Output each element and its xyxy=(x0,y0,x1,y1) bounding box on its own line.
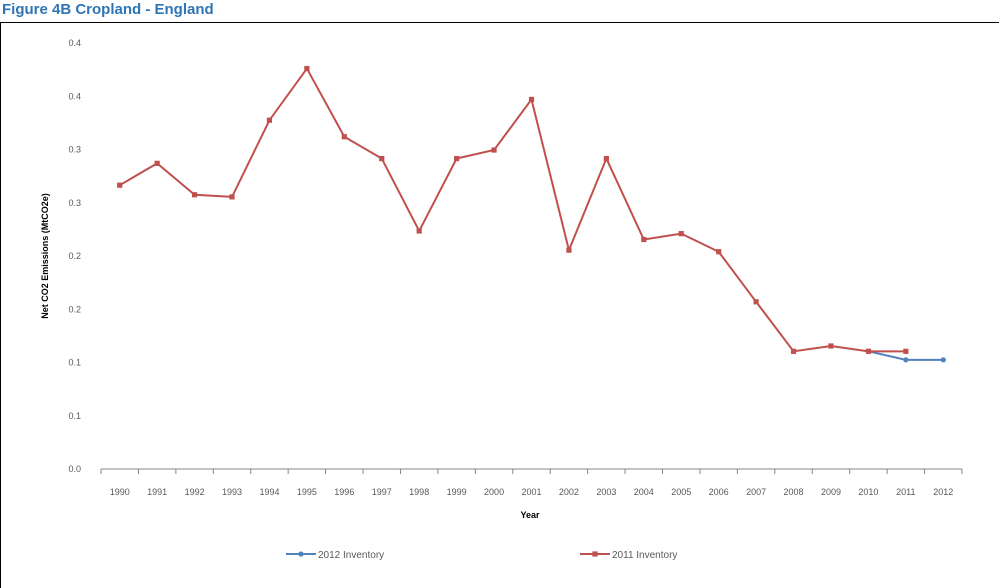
x-tick-label: 2005 xyxy=(671,487,691,497)
data-point xyxy=(191,192,198,198)
data-point xyxy=(117,182,123,188)
y-axis-ticks: 0.0 0.1 0.1 0.2 0.2 0.3 0.3 0.4 0.4 xyxy=(68,38,81,474)
legend-label: 2012 Inventory xyxy=(318,550,384,561)
x-axis-title: Year xyxy=(520,510,540,520)
data-point xyxy=(753,299,759,305)
x-tick-label: 1994 xyxy=(259,487,279,497)
data-point xyxy=(304,65,310,72)
x-tick-label: 2007 xyxy=(746,487,766,497)
x-tick-label: 2001 xyxy=(521,487,541,497)
x-tick-label: 1997 xyxy=(372,487,392,497)
figure-title: Figure 4B Cropland - England xyxy=(2,1,214,18)
data-point xyxy=(528,96,535,103)
x-tick-label: 2010 xyxy=(858,487,878,497)
x-tick-label: 1990 xyxy=(110,487,130,497)
x-tick-label: 2006 xyxy=(709,487,729,497)
series-1 xyxy=(117,65,909,354)
data-point xyxy=(828,343,834,349)
x-tick-label: 1992 xyxy=(185,487,205,497)
data-point xyxy=(229,194,235,200)
data-point xyxy=(416,228,422,234)
data-point xyxy=(341,134,347,140)
data-point xyxy=(716,249,722,255)
x-tick-label: 1993 xyxy=(222,487,242,497)
y-tick-label: 0.1 xyxy=(68,358,81,368)
y-tick-label: 0.4 xyxy=(68,91,81,101)
data-point xyxy=(266,117,273,123)
legend-item: 2012 Inventory xyxy=(286,550,384,561)
series-layer xyxy=(117,65,946,363)
y-tick-label: 0.2 xyxy=(68,251,81,261)
x-tick-label: 1998 xyxy=(409,487,429,497)
data-point xyxy=(641,236,647,243)
y-tick-label: 0.3 xyxy=(68,198,81,208)
series-line xyxy=(119,66,906,353)
legend: 2012 Inventory 2011 Inventory xyxy=(286,550,677,561)
data-point xyxy=(454,155,460,162)
x-tick-label: 2008 xyxy=(784,487,804,497)
x-tick-label: 2000 xyxy=(484,487,504,497)
x-tick-label: 2009 xyxy=(821,487,841,497)
data-point xyxy=(154,160,160,166)
y-tick-label: 0.4 xyxy=(68,38,81,48)
x-tick-label: 2003 xyxy=(596,487,616,497)
x-tick-label: 2002 xyxy=(559,487,579,497)
y-tick-label: 0.1 xyxy=(68,411,81,421)
legend-item: 2011 Inventory xyxy=(580,550,677,561)
data-point xyxy=(865,348,872,354)
x-tick-label: 2004 xyxy=(634,487,654,497)
data-point xyxy=(790,348,797,354)
y-tick-label: 0.3 xyxy=(68,145,81,155)
data-point xyxy=(379,155,385,162)
x-tick-label: 1995 xyxy=(297,487,317,497)
x-tick-label: 1996 xyxy=(334,487,354,497)
data-point xyxy=(491,147,497,153)
x-tick-label: 1991 xyxy=(147,487,167,497)
frame-left-border xyxy=(0,22,1,588)
x-tick-label: 2012 xyxy=(933,487,953,497)
x-tick-label: 1999 xyxy=(447,487,467,497)
legend-label: 2011 Inventory xyxy=(612,550,677,561)
y-tick-label: 0.0 xyxy=(68,464,81,474)
title-rule xyxy=(0,22,999,23)
legend-swatch-marker xyxy=(592,551,598,557)
data-point xyxy=(566,247,572,253)
y-axis-title: Net CO2 Emissions (MtCO2e) xyxy=(40,193,50,319)
x-axis-ticks: 1990 1991 1992 1993 1994 1995 1996 1997 1998 1999… xyxy=(100,469,963,497)
data-point xyxy=(603,155,609,162)
legend-swatch-marker xyxy=(298,551,304,557)
data-point xyxy=(940,357,946,363)
x-tick-label: 2011 xyxy=(896,487,915,497)
y-tick-label: 0.2 xyxy=(68,304,81,314)
data-point xyxy=(903,348,909,354)
data-point xyxy=(903,357,909,363)
data-point xyxy=(678,231,684,237)
